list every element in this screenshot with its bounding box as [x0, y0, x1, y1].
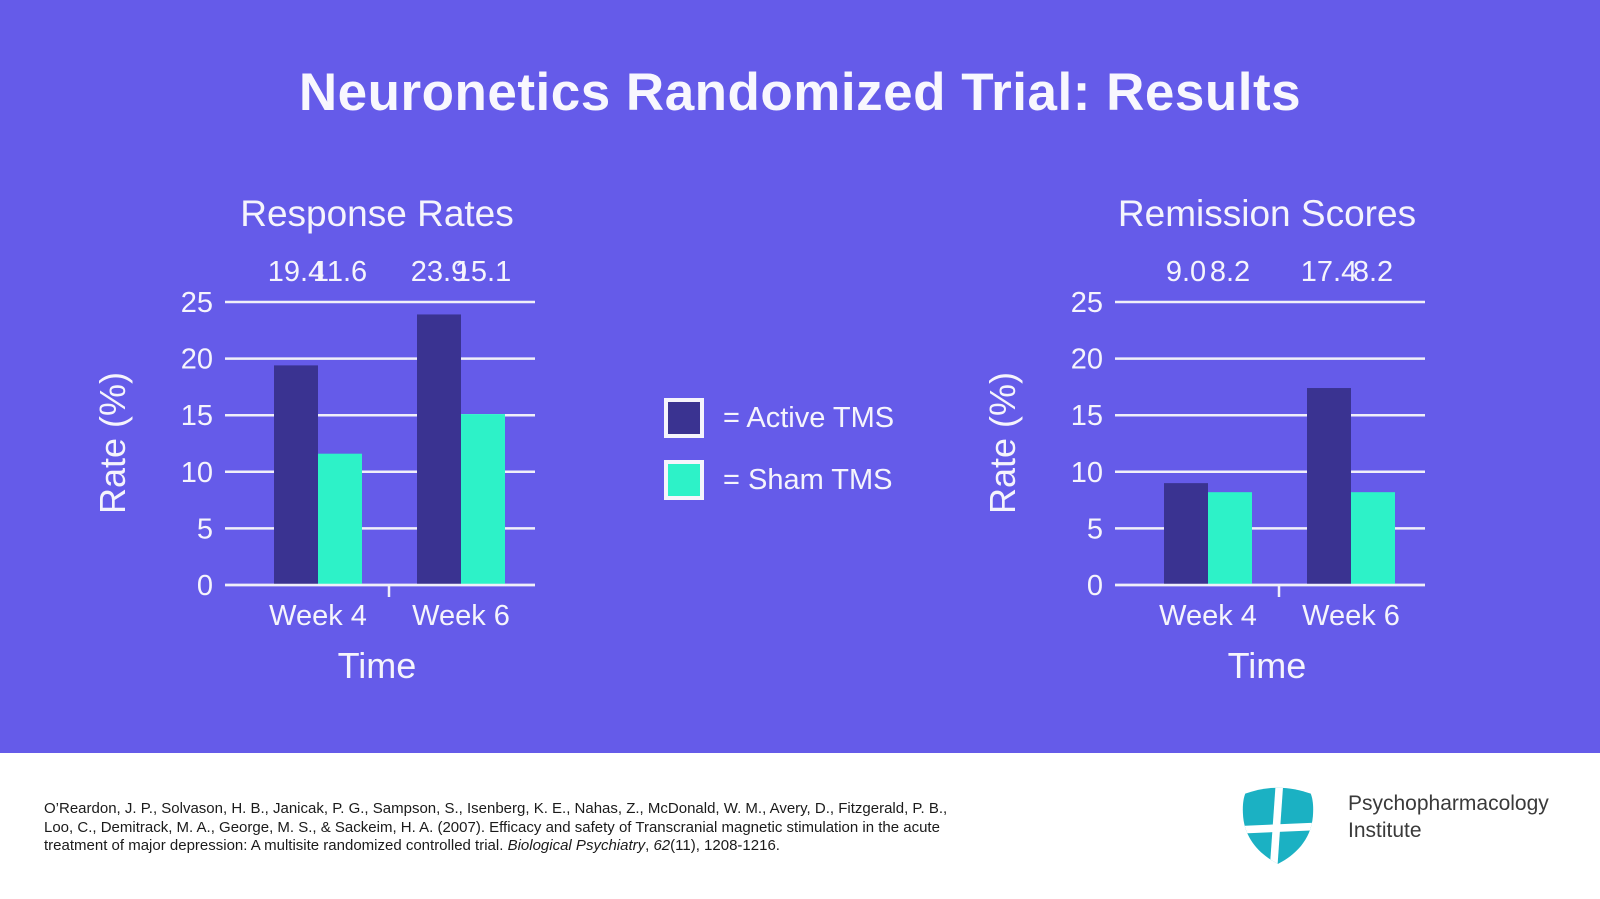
- y-tick-label: 0: [1087, 570, 1103, 602]
- citation-journal-name: Biological Psychiatry: [507, 837, 646, 854]
- citation: O’Reardon, J. P., Solvason, H. B., Janic…: [44, 800, 964, 856]
- citation-volume: 62: [653, 837, 671, 854]
- category-label: Week 6: [1302, 600, 1400, 632]
- chart-title: Response Rates: [240, 193, 514, 234]
- logo-text: Psychopharmacology Institute: [1348, 783, 1549, 844]
- bar-active-tms-week-4: [1164, 483, 1208, 585]
- page-title: Neuronetics Randomized Trial: Results: [298, 63, 1302, 122]
- chart-remission-scores: 0 5 10 15 20 25 9.0 8.2 Week 4 17.4 8.2 Week 6 Remis…: [982, 185, 1465, 700]
- value-label: 19.4: [268, 256, 324, 288]
- bar-active-tms-week-4: [274, 365, 318, 585]
- x-axis-label: Time: [1228, 645, 1307, 686]
- logo-text-line: Psychopharmacology: [1348, 792, 1549, 815]
- footer: O’Reardon, J. P., Solvason, H. B., Janic…: [0, 753, 1600, 899]
- value-label: 23.9: [411, 256, 467, 288]
- y-axis-label: Rate (%): [985, 372, 1023, 514]
- value-label: 11.6: [313, 256, 367, 288]
- bar-active-tms-week-6: [417, 314, 461, 585]
- legend-label: = Active TMS: [723, 401, 895, 434]
- value-label: 9.0: [1166, 256, 1206, 288]
- category-label: Week 6: [412, 600, 510, 632]
- citation-line: O’Reardon, J. P., Solvason, H. B., Janic…: [44, 800, 948, 817]
- psychopharmacology-institute-logo: Psychopharmacology Institute: [1236, 783, 1549, 864]
- chart-svg: 0 5 10 15 20 25 19.411.6 Week 4 23.915.1 Week 6 Re…: [92, 193, 535, 686]
- shield-logo-icon: [1242, 787, 1314, 864]
- y-tick-label: 15: [1071, 400, 1103, 432]
- bar-active-tms-week-6: [1307, 388, 1351, 585]
- citation-text: ,: [645, 837, 654, 854]
- legend-label: = Sham TMS: [723, 463, 893, 496]
- value-label: 17.4: [1301, 256, 1357, 288]
- value-label: 8.2: [1353, 256, 1393, 288]
- value-label: 8.2: [1210, 256, 1250, 288]
- citation-text: (11), 1208-1216.: [670, 837, 780, 854]
- shield-cross: [1242, 787, 1314, 864]
- chart-panel-background: Neuronetics Randomized Trial: Results 0 5…: [0, 0, 1600, 753]
- citation-text: treatment of major depression: A multisi…: [44, 837, 508, 854]
- value-label: 15.1: [455, 256, 511, 288]
- y-tick-label: 10: [1071, 457, 1103, 489]
- chart-title: Remission Scores: [1118, 193, 1416, 234]
- y-tick-label: 25: [1071, 287, 1103, 319]
- citation-line: Loo, C., Demitrack, M. A., George, M. S.…: [44, 818, 940, 836]
- bar-sham-tms-week-4: [1208, 492, 1252, 585]
- bar-sham-tms-week-6: [461, 414, 505, 585]
- y-tick-label: 25: [181, 287, 213, 319]
- bar-sham-tms-week-6: [1351, 492, 1395, 585]
- chart-response-rates: 0 5 10 15 20 25 19.4 11.6 Week 4 23.9 15.1 Week 6 Re…: [92, 185, 575, 700]
- category-label: Week 4: [1159, 600, 1257, 632]
- sham-tms-swatch-icon: [664, 460, 704, 500]
- y-tick-label: 20: [181, 344, 213, 376]
- active-tms-swatch-icon: [664, 398, 704, 438]
- y-tick-label: 0: [197, 570, 213, 602]
- legend-item-active-tms: = Active TMS: [664, 398, 894, 438]
- citation-line: treatment of major depression: A multisi…: [44, 837, 964, 856]
- logo-text-line: Institute: [1348, 819, 1422, 842]
- y-tick-label: 10: [181, 457, 213, 489]
- y-tick-label: 5: [197, 513, 213, 545]
- legend: = Active TMS = Sham TMS: [664, 398, 894, 522]
- category-label: Week 4: [269, 600, 367, 632]
- y-tick-label: 20: [1071, 344, 1103, 376]
- y-tick-label: 5: [1087, 513, 1103, 545]
- y-axis-label: Rate (%): [95, 372, 133, 514]
- x-axis-label: Time: [338, 645, 417, 686]
- bar-sham-tms-week-4: [318, 453, 362, 585]
- legend-item-sham-tms: = Sham TMS: [664, 460, 894, 500]
- y-tick-label: 15: [181, 400, 213, 432]
